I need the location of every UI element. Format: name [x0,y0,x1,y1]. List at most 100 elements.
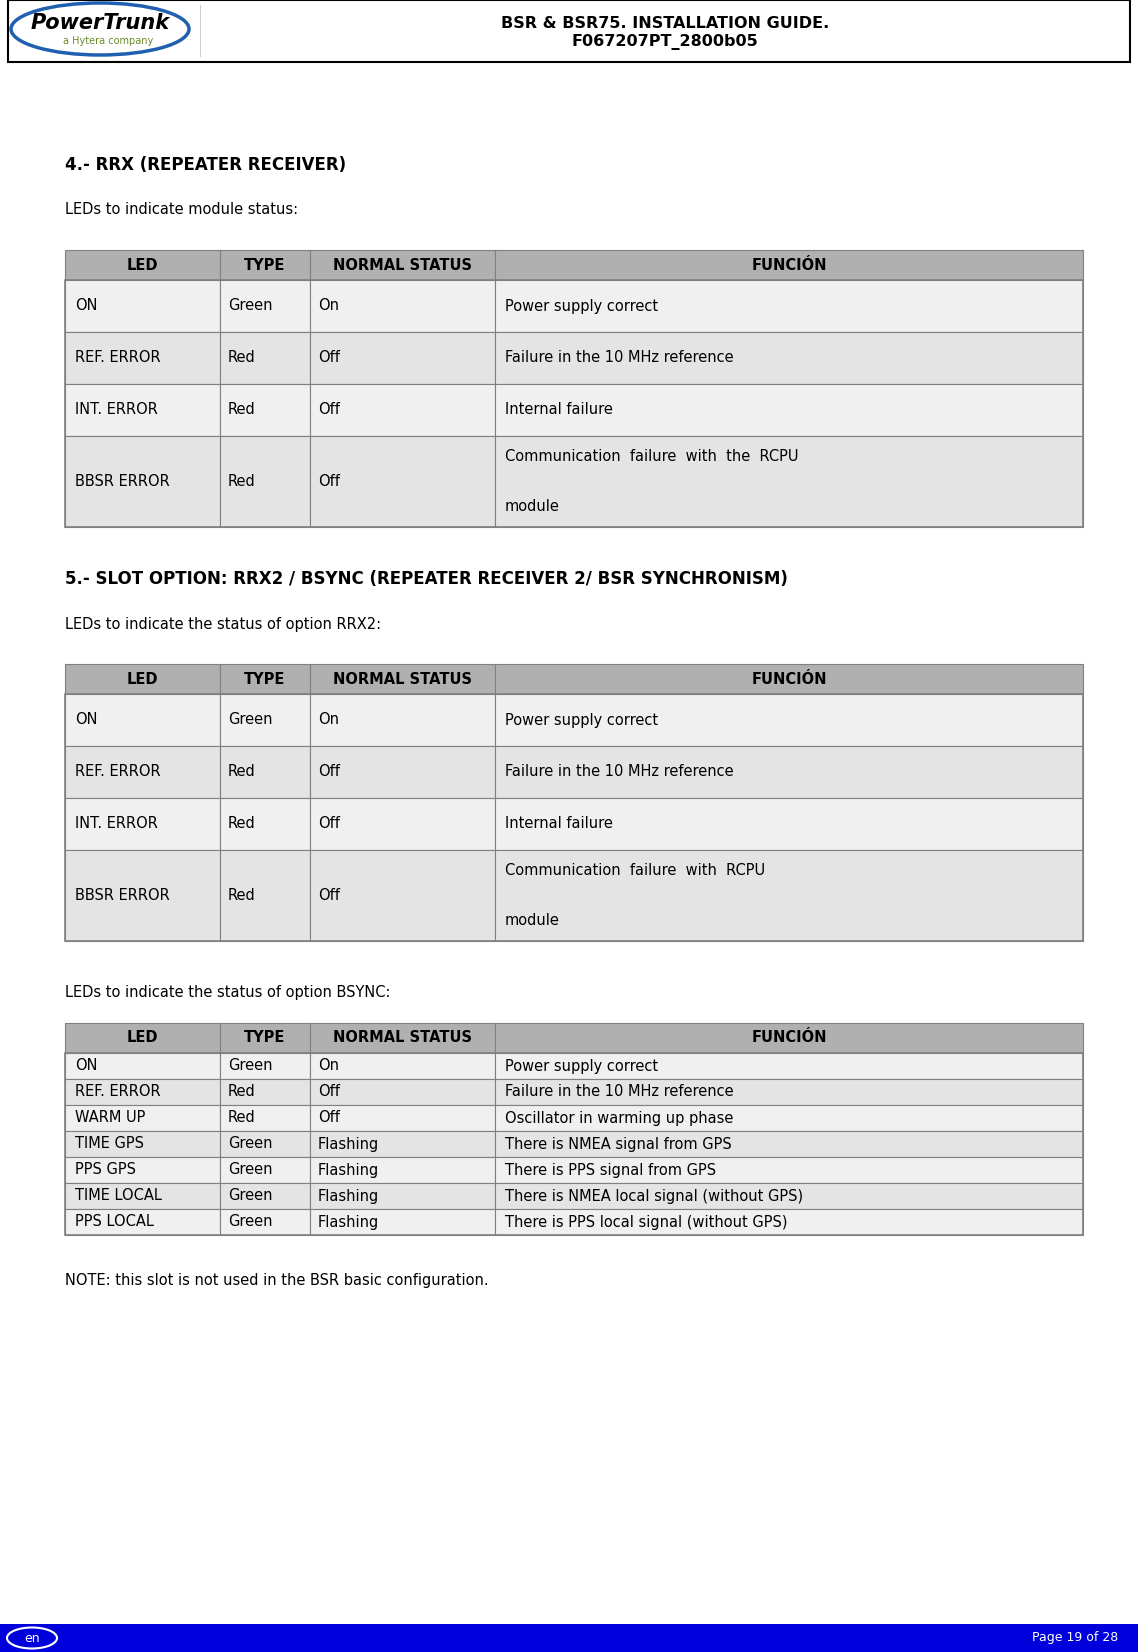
Bar [310,664,495,694]
Text: Communication  failure  with  RCPU: Communication failure with RCPU [505,862,765,877]
Text: There is NMEA signal from GPS: There is NMEA signal from GPS [505,1137,732,1151]
Bar [495,747,1083,798]
Text: Red: Red [228,816,256,831]
Text: FUNCIÓN: FUNCIÓN [751,258,826,273]
Bar [310,798,495,851]
Text: Red: Red [228,1110,256,1125]
Bar [220,1209,310,1236]
Text: INT. ERROR: INT. ERROR [75,403,158,418]
Text: LED: LED [126,671,158,687]
Bar [65,436,220,527]
Text: Flashing: Flashing [318,1137,379,1151]
Bar [65,747,220,798]
Bar [310,747,495,798]
Bar [220,436,310,527]
Text: Failure in the 10 MHz reference: Failure in the 10 MHz reference [505,1084,734,1100]
Text: Flashing: Flashing [318,1188,379,1204]
Bar [65,1079,220,1105]
Text: FUNCIÓN: FUNCIÓN [751,671,826,687]
Text: BBSR ERROR: BBSR ERROR [75,889,170,904]
Bar [495,249,1083,279]
Bar [220,851,310,942]
Text: REF. ERROR: REF. ERROR [75,1084,160,1100]
Bar [65,1183,220,1209]
Text: Green: Green [228,1214,272,1229]
Bar [65,383,220,436]
Text: There is NMEA local signal (without GPS): There is NMEA local signal (without GPS) [505,1188,803,1204]
Text: Off: Off [318,474,340,489]
Text: Internal failure: Internal failure [505,816,613,831]
Bar [220,1105,310,1132]
Text: Green: Green [228,1188,272,1204]
Text: LEDs to indicate module status:: LEDs to indicate module status: [65,203,298,218]
Bar [220,1132,310,1156]
Bar [310,1156,495,1183]
Text: Red: Red [228,403,256,418]
Text: Failure in the 10 MHz reference: Failure in the 10 MHz reference [505,765,734,780]
Bar [220,1156,310,1183]
Bar [65,279,220,332]
Bar [310,694,495,747]
Text: PPS GPS: PPS GPS [75,1163,137,1178]
Text: PowerTrunk: PowerTrunk [31,13,170,33]
Bar [495,664,1083,694]
Bar [65,664,220,694]
Text: Green: Green [228,299,272,314]
Text: ON: ON [75,712,98,727]
Bar [65,332,220,383]
Text: Red: Red [228,474,256,489]
Text: a Hytera company: a Hytera company [63,36,154,46]
Bar [65,249,220,279]
Ellipse shape [7,1627,57,1649]
Text: LEDs to indicate the status of option RRX2:: LEDs to indicate the status of option RR… [65,616,381,631]
Bar [65,694,220,747]
Text: F067207PT_2800b05: F067207PT_2800b05 [571,35,758,50]
Text: Red: Red [228,350,256,365]
Bar [495,798,1083,851]
Text: There is PPS signal from GPS: There is PPS signal from GPS [505,1163,716,1178]
Bar [65,1052,220,1079]
Text: Communication  failure  with  the  RCPU: Communication failure with the RCPU [505,449,799,464]
Bar [220,1079,310,1105]
Text: Green: Green [228,712,272,727]
Bar [495,279,1083,332]
Bar [310,249,495,279]
Bar [220,1023,310,1052]
Bar [310,1079,495,1105]
Bar [310,851,495,942]
Bar [495,1023,1083,1052]
Bar [495,436,1083,527]
Text: Off: Off [318,816,340,831]
Bar [220,664,310,694]
Text: TYPE: TYPE [245,1031,286,1046]
Bar [310,436,495,527]
Text: TYPE: TYPE [245,258,286,273]
Text: Failure in the 10 MHz reference: Failure in the 10 MHz reference [505,350,734,365]
Text: WARM UP: WARM UP [75,1110,146,1125]
Bar [495,1052,1083,1079]
Text: 4.- RRX (REPEATER RECEIVER): 4.- RRX (REPEATER RECEIVER) [65,155,346,173]
Bar [220,798,310,851]
Bar [310,1132,495,1156]
Text: Green: Green [228,1059,272,1074]
Text: Flashing: Flashing [318,1163,379,1178]
Bar [310,1105,495,1132]
Text: TIME LOCAL: TIME LOCAL [75,1188,162,1204]
Text: Off: Off [318,889,340,904]
Bar [220,249,310,279]
Text: BBSR ERROR: BBSR ERROR [75,474,170,489]
Text: Off: Off [318,403,340,418]
Bar [220,332,310,383]
Text: Red: Red [228,889,256,904]
Text: LED: LED [126,258,158,273]
Bar [495,851,1083,942]
Text: PPS LOCAL: PPS LOCAL [75,1214,154,1229]
Bar [65,798,220,851]
Text: ON: ON [75,1059,98,1074]
Bar [310,279,495,332]
Bar [310,383,495,436]
Text: Green: Green [228,1137,272,1151]
Bar [495,1132,1083,1156]
Text: On: On [318,1059,339,1074]
Text: Off: Off [318,1084,340,1100]
